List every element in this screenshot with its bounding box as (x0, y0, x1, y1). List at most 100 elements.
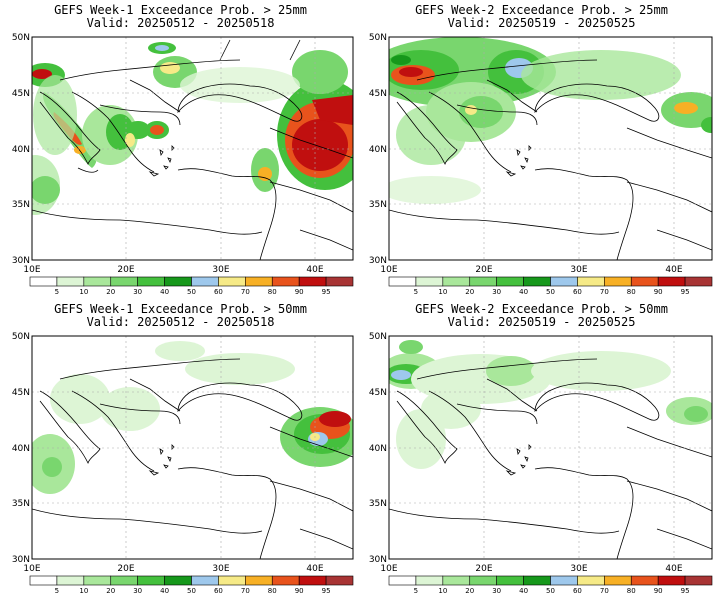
lat-label: 30N (369, 256, 387, 266)
lat-label: 30N (369, 555, 387, 565)
precip-fill (32, 341, 353, 494)
lon-label: 30E (212, 564, 229, 574)
colorbar-swatch (657, 575, 686, 586)
colorbar-level-label: 60 (214, 587, 223, 595)
colorbar-swatch (604, 575, 632, 586)
colorbar-swatch (137, 276, 165, 287)
colorbar-swatch (245, 575, 273, 586)
lon-label: 40E (665, 265, 682, 275)
colorbar-level-label: 10 (438, 587, 447, 595)
colorbar-swatch (684, 575, 713, 586)
colorbar-level-label: 50 (187, 288, 196, 296)
lat-axis-labels: 50N 45N 40N 35N 30N (12, 33, 30, 266)
colorbar-level-label: 40 (160, 288, 169, 296)
panel-week1-50mm: GEFS Week-1 Exceedance Prob. > 50mm Vali… (0, 299, 361, 598)
panel-valid-dates: Valid: 20250519 - 20250525 (447, 16, 636, 30)
colorbar-level-label: 90 (295, 288, 304, 296)
precip-fill (389, 340, 712, 469)
colorbar-swatch (191, 575, 219, 586)
precip-fill (389, 37, 712, 204)
lon-label: 40E (665, 564, 682, 574)
colorbar-swatch (496, 276, 524, 287)
lon-label: 20E (475, 265, 492, 275)
panel-week2-25mm: GEFS Week-2 Exceedance Prob. > 25mm Vali… (361, 0, 722, 299)
lat-label: 35N (12, 499, 30, 509)
colorbar-level-label: 70 (600, 288, 609, 296)
colorbar-level-label: 30 (492, 288, 501, 296)
lon-label: 30E (570, 265, 587, 275)
colorbar-level-label: 10 (438, 288, 447, 296)
colorbar: 5 10 20 30 40 50 60 70 80 90 95 (388, 276, 713, 296)
colorbar-level-label: 60 (573, 288, 582, 296)
colorbar: 5 10 20 30 40 50 60 70 80 90 95 (29, 575, 354, 595)
colorbar-swatch (388, 276, 417, 287)
colorbar-level-label: 60 (214, 288, 223, 296)
colorbar-level-label: 95 (681, 288, 690, 296)
colorbar-swatch (550, 575, 578, 586)
map-figure: 50N 45N 40N 35N 30N 10E 20E 30E 40E 5 10 2… (369, 33, 713, 296)
graticule (389, 37, 712, 260)
lat-axis-labels: 50N 45N 40N 35N 30N (12, 332, 30, 565)
map-figure: 50N 45N 40N 35N 30N 10E 20E 30E 40E 5 10 2… (12, 33, 354, 296)
map-frame (31, 36, 354, 261)
colorbar-swatch (415, 276, 444, 287)
coastlines-borders (32, 358, 353, 559)
map-frame (388, 335, 713, 560)
lon-label: 10E (380, 564, 397, 574)
lon-label: 10E (23, 265, 40, 275)
lat-label: 45N (12, 89, 30, 99)
colorbar-level-label: 20 (106, 587, 115, 595)
colorbar-level-label: 50 (187, 587, 196, 595)
lon-label: 10E (23, 564, 40, 574)
panel-week2-50mm: GEFS Week-2 Exceedance Prob. > 50mm Vali… (361, 299, 722, 598)
colorbar-swatch (630, 575, 659, 586)
colorbar-level-label: 70 (241, 288, 250, 296)
colorbar-swatch (164, 575, 192, 586)
colorbar-level-label: 40 (519, 288, 528, 296)
colorbar-swatch (388, 575, 417, 586)
colorbar-swatch (83, 276, 112, 287)
colorbar-level-label: 90 (295, 587, 304, 595)
colorbar-level-label: 80 (268, 288, 277, 296)
colorbar-level-label: 10 (79, 587, 88, 595)
lon-axis-labels: 10E 20E 30E 40E (380, 265, 682, 275)
colorbar-level-label: 30 (492, 587, 501, 595)
lat-label: 30N (12, 555, 30, 565)
colorbar-level-label: 90 (654, 587, 663, 595)
panel-valid-dates: Valid: 20250512 - 20250518 (86, 16, 275, 30)
colorbar-swatch (469, 575, 497, 586)
colorbar-swatch (657, 276, 686, 287)
colorbar: 5 10 20 30 40 50 60 70 80 90 95 (29, 276, 354, 296)
colorbar-level-label: 95 (322, 288, 331, 296)
colorbar-swatch (29, 276, 58, 287)
map-figure: 50N 45N 40N 35N 30N 10E 20E 30E 40E 5 10 2… (369, 332, 713, 595)
colorbar-level-label: 90 (654, 288, 663, 296)
colorbar-level-label: 40 (519, 587, 528, 595)
colorbar-swatch (684, 276, 713, 287)
lat-label: 45N (369, 388, 387, 398)
colorbar-level-label: 70 (241, 587, 250, 595)
lat-label: 40N (12, 444, 30, 454)
colorbar-swatch (630, 276, 659, 287)
colorbar-swatch (56, 276, 85, 287)
lat-label: 35N (12, 200, 30, 210)
colorbar-swatch (442, 276, 471, 287)
colorbar-level-label: 5 (414, 587, 418, 595)
colorbar-swatch (218, 276, 246, 287)
map-frame (31, 335, 354, 560)
lat-label: 35N (369, 200, 387, 210)
colorbar-swatch (83, 575, 112, 586)
colorbar-swatch (271, 575, 300, 586)
colorbar-swatch (604, 276, 632, 287)
colorbar-level-label: 95 (322, 587, 331, 595)
colorbar-swatch (29, 575, 58, 586)
colorbar-swatch (110, 276, 138, 287)
colorbar-swatch (218, 575, 246, 586)
colorbar-swatch (523, 276, 551, 287)
colorbar-level-label: 5 (55, 587, 59, 595)
lat-label: 50N (369, 33, 387, 43)
lat-label: 40N (12, 145, 30, 155)
colorbar-swatch (325, 575, 354, 586)
colorbar-swatch (415, 575, 444, 586)
lat-label: 30N (12, 256, 30, 266)
